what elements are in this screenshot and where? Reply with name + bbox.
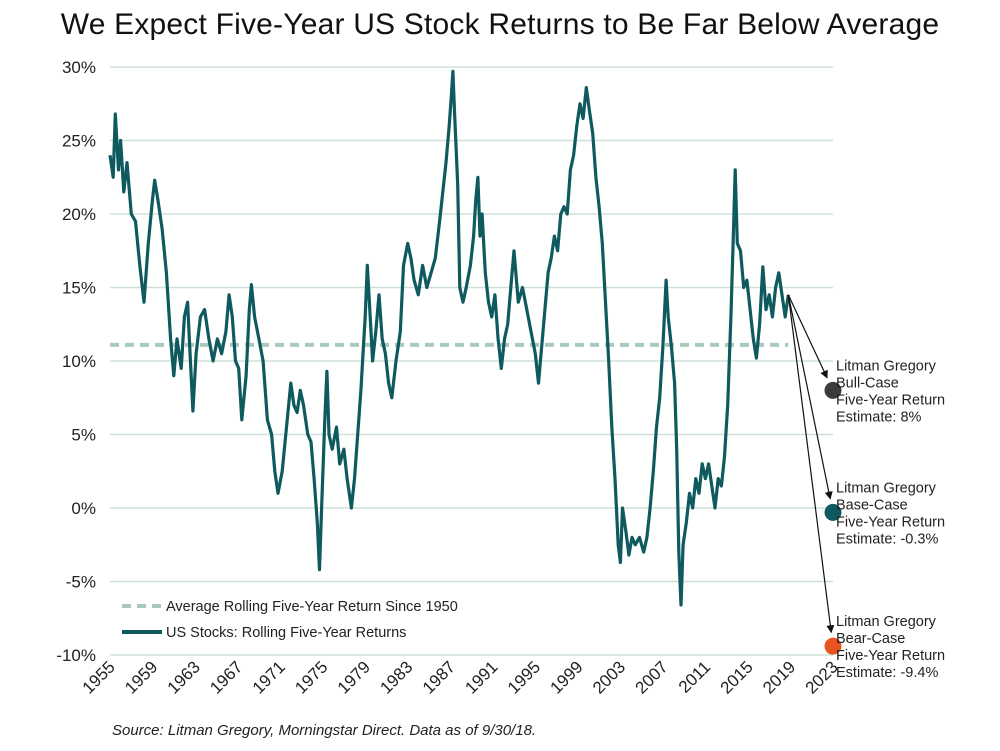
- bear-case-label-line: Bear-Case: [836, 631, 905, 647]
- x-tick-label: 1971: [249, 657, 289, 697]
- bull-case-label-line: Estimate: 8%: [836, 409, 922, 425]
- y-tick-label: 20%: [62, 205, 96, 224]
- x-tick-label: 2011: [675, 657, 714, 696]
- base-case-label-line: Estimate: -0.3%: [836, 531, 938, 547]
- y-tick-label: 15%: [62, 279, 96, 298]
- bull-case-marker: [824, 381, 842, 399]
- us-stocks-series-line: [108, 69, 790, 607]
- y-tick-label: -10%: [56, 646, 96, 665]
- bear-case-label-line: Five-Year Return: [836, 648, 945, 664]
- bear-case-arrow: [787, 294, 835, 634]
- series-layer: [108, 69, 790, 607]
- bear-case-marker: [824, 637, 842, 655]
- source-note: Source: Litman Gregory, Morningstar Dire…: [112, 722, 537, 739]
- estimate-arrows: [787, 294, 835, 634]
- x-tick-label: 1963: [164, 657, 204, 697]
- x-tick-label: 1967: [206, 657, 246, 697]
- x-tick-label: 1987: [419, 657, 459, 697]
- x-tick-label: 2003: [589, 657, 629, 697]
- legend-series-label: US Stocks: Rolling Five-Year Returns: [166, 625, 406, 641]
- legend: Average Rolling Five-Year Return Since 1…: [122, 599, 458, 641]
- y-axis-ticks: -10% -5% 0% 5% 10% 15% 20% 25% 30%: [56, 58, 96, 665]
- x-tick-label: 1975: [291, 657, 331, 697]
- bear-case-label-line: Litman Gregory: [836, 614, 937, 630]
- base-case-marker: [824, 503, 842, 521]
- y-tick-label: 10%: [62, 352, 96, 371]
- bear-case-label-line: Estimate: -9.4%: [836, 665, 938, 681]
- bull-case-label-line: Five-Year Return: [836, 392, 945, 408]
- y-tick-label: 5%: [71, 426, 96, 445]
- bull-case-label-line: Bull-Case: [836, 375, 899, 391]
- legend-average-label: Average Rolling Five-Year Return Since 1…: [166, 599, 458, 615]
- x-tick-label: 1959: [121, 657, 161, 697]
- base-case-label-line: Five-Year Return: [836, 514, 945, 530]
- x-tick-label: 2015: [717, 657, 757, 697]
- grid-lines: [110, 66, 833, 656]
- x-tick-label: 1991: [461, 657, 501, 697]
- x-tick-label: 2019: [759, 657, 799, 697]
- base-case-label-line: Litman Gregory: [836, 480, 937, 496]
- chart-title: We Expect Five-Year US Stock Returns to …: [60, 8, 940, 41]
- y-tick-label: 0%: [71, 499, 96, 518]
- y-tick-label: -5%: [66, 573, 96, 592]
- bull-case-arrow: [787, 294, 828, 379]
- bull-case-label-line: Litman Gregory: [836, 358, 937, 374]
- x-axis-ticks: 1955 1959 1963 1967 1971 1975 1979 1983 1987 1991…: [79, 657, 842, 697]
- x-tick-label: 2007: [632, 657, 672, 697]
- x-tick-label: 1983: [376, 657, 416, 697]
- x-tick-label: 1979: [334, 657, 374, 697]
- base-case-label-line: Base-Case: [836, 497, 908, 513]
- y-tick-label: 30%: [62, 58, 96, 77]
- x-tick-label: 1999: [546, 657, 586, 697]
- x-tick-label: 1995: [504, 657, 544, 697]
- y-tick-label: 25%: [62, 132, 96, 151]
- base-case-arrow: [787, 294, 833, 500]
